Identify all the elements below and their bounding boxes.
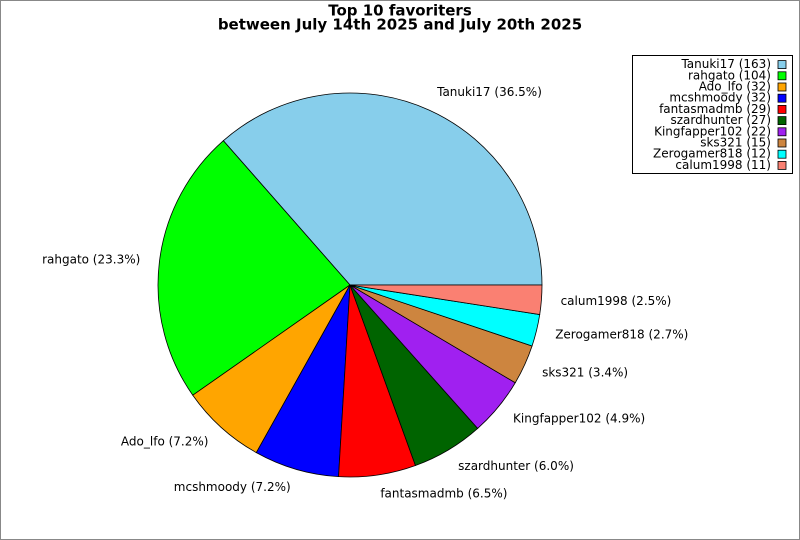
legend-label: calum1998 (11) bbox=[675, 158, 771, 172]
slice-label: calum1998 (2.5%) bbox=[561, 294, 672, 308]
slice-label: szardhunter (6.0%) bbox=[458, 459, 574, 473]
legend-swatch bbox=[777, 160, 787, 170]
legend-swatch bbox=[777, 138, 787, 148]
slice-label: sks321 (3.4%) bbox=[542, 365, 628, 379]
slice-label: Ado_lfo (7.2%) bbox=[121, 434, 209, 448]
legend-label: rahgato (104) bbox=[688, 68, 771, 82]
legend-swatch bbox=[777, 93, 787, 103]
legend-swatch bbox=[777, 149, 787, 159]
slice-label: Kingfapper102 (4.9%) bbox=[513, 412, 645, 426]
slice-label: Tanuki17 (36.5%) bbox=[436, 85, 542, 99]
legend-label: szardhunter (27) bbox=[670, 113, 771, 127]
legend-swatch bbox=[777, 105, 787, 114]
legend-swatch bbox=[777, 116, 787, 125]
legend-label: Zerogamer818 (12) bbox=[653, 147, 771, 161]
pie-slice bbox=[157, 140, 351, 396]
legend-label: mcshmoody (32) bbox=[669, 91, 771, 105]
legend-swatch bbox=[777, 82, 787, 92]
pie-slice bbox=[349, 284, 543, 316]
legend-label: sks321 (15) bbox=[700, 136, 771, 150]
chart-title: Top 10 favoriters bbox=[328, 2, 472, 20]
legend-label: fantasmadmb (29) bbox=[659, 102, 771, 116]
legend-label: Tanuki17 (163) bbox=[680, 57, 771, 71]
slice-label: mcshmoody (7.2%) bbox=[174, 480, 291, 494]
slice-label: fantasmadmb (6.5%) bbox=[380, 487, 507, 501]
pie-slice bbox=[222, 92, 543, 286]
legend-swatch bbox=[777, 71, 787, 81]
legend-box bbox=[632, 55, 793, 174]
legend-label: Ado_lfo (32) bbox=[699, 80, 771, 94]
chart-title: between July 14th 2025 and July 20th 202… bbox=[218, 16, 582, 34]
slice-label: Zerogamer818 (2.7%) bbox=[555, 327, 688, 341]
legend-swatch bbox=[777, 60, 787, 69]
legend-swatch bbox=[777, 127, 787, 137]
slice-label: rahgato (23.3%) bbox=[42, 252, 140, 266]
legend-label: Kingfapper102 (22) bbox=[654, 124, 771, 138]
